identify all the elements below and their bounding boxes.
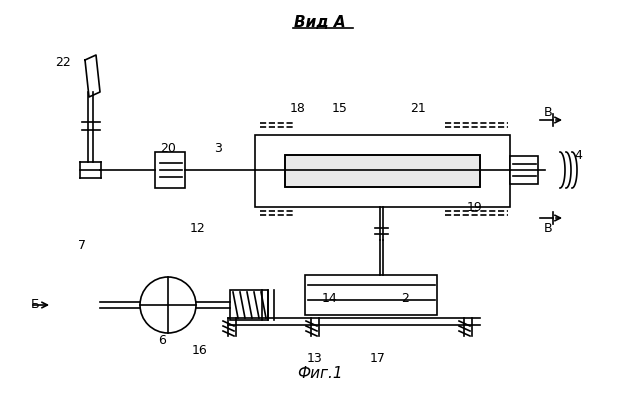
Text: 2: 2 [401, 292, 409, 305]
Bar [305, 275, 437, 315]
Text: Вид А: Вид А [294, 15, 346, 30]
Text: 7: 7 [78, 238, 86, 251]
Text: Б: Б [31, 299, 39, 312]
Bar [510, 156, 538, 184]
Text: 18: 18 [290, 102, 306, 115]
Bar [230, 290, 268, 320]
Text: В: В [544, 106, 552, 119]
Text: 4: 4 [574, 149, 582, 162]
Text: 16: 16 [192, 344, 208, 357]
Text: 22: 22 [55, 56, 71, 69]
Bar [155, 152, 185, 188]
Text: В: В [544, 221, 552, 234]
Text: 20: 20 [160, 141, 176, 154]
Text: 17: 17 [370, 351, 386, 364]
Text: 19: 19 [467, 201, 483, 214]
Bar [285, 155, 480, 187]
Text: 21: 21 [410, 102, 426, 115]
Text: 13: 13 [307, 351, 323, 364]
Bar [285, 155, 480, 187]
Text: 12: 12 [190, 221, 206, 234]
Text: 6: 6 [158, 333, 166, 346]
Text: Фиг.1: Фиг.1 [297, 366, 343, 381]
Text: 14: 14 [322, 292, 338, 305]
Text: 3: 3 [214, 141, 222, 154]
Text: 15: 15 [332, 102, 348, 115]
Bar [255, 135, 510, 207]
